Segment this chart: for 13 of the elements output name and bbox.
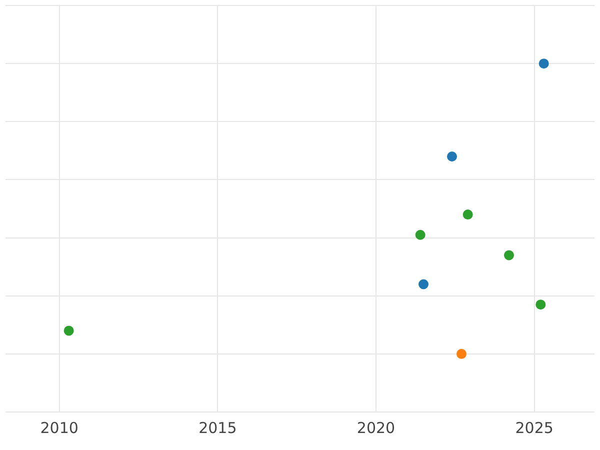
point: [415, 230, 426, 240]
point: [462, 210, 473, 220]
point: [418, 279, 428, 290]
point: [64, 326, 74, 336]
x-tick-label: 2020: [356, 418, 396, 437]
point: [456, 348, 466, 359]
x-tick-label: 2025: [515, 418, 554, 437]
point: [538, 58, 549, 69]
point: [504, 250, 514, 260]
point: [536, 300, 546, 310]
point: [447, 151, 457, 162]
x-tick-label: 2010: [40, 418, 78, 437]
x-tick-label: 2015: [198, 418, 237, 437]
